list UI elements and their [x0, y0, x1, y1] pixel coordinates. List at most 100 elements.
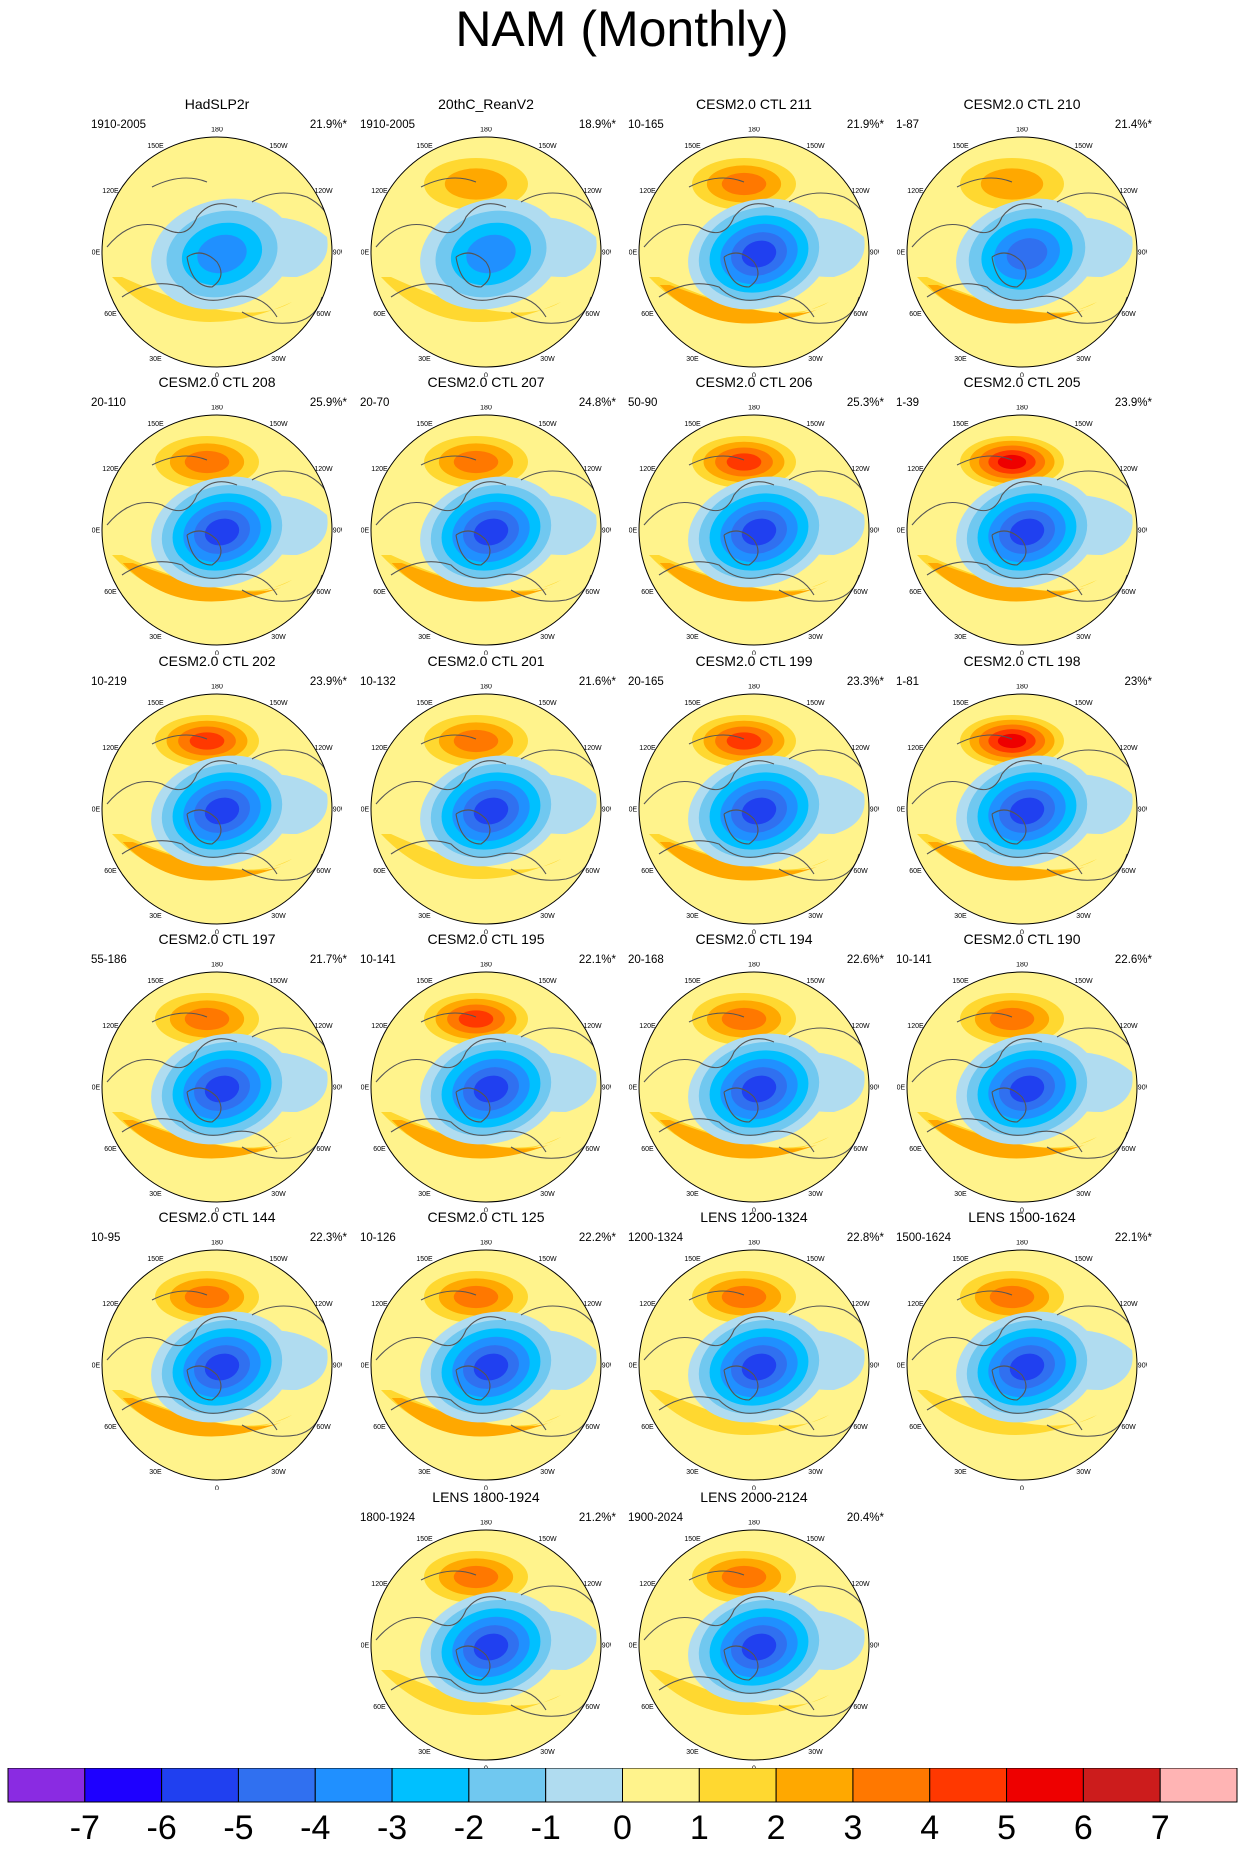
panel-years: 20-168 [628, 954, 664, 966]
panel-years: 20-165 [628, 676, 664, 688]
coastline [911, 1038, 1043, 1083]
lon-label: 30E [686, 1469, 699, 1476]
lon-label: 30E [954, 634, 967, 641]
coastline [658, 1118, 815, 1153]
pacific-high-contour [997, 733, 1027, 749]
lon-label: 90W [602, 1643, 611, 1650]
lon-label: 150E [952, 421, 969, 428]
lon-label: 60E [104, 311, 117, 318]
lon-label: 90E [629, 250, 638, 257]
polar-map: 180150E120E90E60E30E030W60W90W120W150W [92, 405, 342, 655]
lon-label: 90E [361, 1643, 370, 1650]
map-rim [370, 136, 602, 368]
panel-title: LENS 1500-1624 [968, 1209, 1076, 1225]
coastline [688, 734, 745, 745]
panel-percent-variance: 20.4%* [846, 1512, 884, 1524]
coastline [121, 561, 278, 596]
lon-label: 0 [484, 930, 488, 935]
lon-label: 60E [373, 589, 386, 596]
colorbar-swatch [545, 1768, 623, 1803]
panel-title: CESM2.0 CTL 144 [158, 1209, 276, 1225]
lon-label: 120E [639, 466, 656, 473]
coastline [956, 734, 1013, 745]
panel-years: 1-39 [896, 397, 920, 409]
coastline [375, 1316, 507, 1361]
pacific-high-contour [721, 1565, 767, 1589]
coastline [688, 455, 745, 466]
lon-label: 90W [870, 250, 879, 257]
lon-label: 180 [1016, 1240, 1028, 1247]
arctic-low-contour [741, 1075, 777, 1103]
map-rim [906, 971, 1138, 1203]
lon-label: 30W [271, 356, 286, 363]
atlantic-high-contour [649, 1390, 829, 1435]
lon-label: 30E [686, 1749, 699, 1756]
colorbar-tick-label: -4 [300, 1809, 331, 1847]
lon-label: 120W [851, 1023, 870, 1030]
pacific-high-contour [721, 1007, 767, 1031]
lon-label: 90E [92, 807, 101, 814]
coastline [723, 1087, 759, 1123]
colorbar-tick-label: -3 [376, 1809, 408, 1847]
coastline [991, 1087, 1027, 1123]
lon-label: 30W [1076, 1191, 1091, 1198]
lon-label: 180 [748, 1240, 760, 1247]
coastline [926, 283, 1083, 318]
lon-label: 60W [316, 589, 331, 596]
lon-label: 60E [641, 868, 654, 875]
lon-label: 150W [538, 700, 557, 707]
map-rim [101, 1249, 333, 1481]
lon-label: 60W [1121, 1146, 1136, 1153]
pacific-high-contour [989, 1007, 1035, 1031]
coastline [106, 1038, 238, 1083]
lon-label: 150W [1074, 1256, 1093, 1263]
pacific-high-contour [184, 1285, 230, 1309]
map-panel: CESM2.0 CTL 190 10-141 22.6%* 180 150E 120E 90… [892, 931, 1152, 1212]
lon-label: 60W [585, 1146, 600, 1153]
arctic-low-contour [1009, 797, 1045, 825]
panel-title: LENS 1800-1924 [432, 1489, 540, 1505]
arctic-low-contour [1009, 1353, 1045, 1381]
coastline [455, 1365, 491, 1401]
lon-label: 90E [361, 250, 370, 257]
lon-label: 120E [371, 188, 388, 195]
lon-label: 150E [147, 978, 164, 985]
lon-label: 150W [269, 978, 288, 985]
coastline [186, 809, 222, 845]
map-panel: CESM2.0 CTL 194 20-168 22.6%* 180 150E 120E 90… [624, 931, 884, 1212]
pacific-high-contour [458, 1010, 494, 1028]
polar-map: 180150E120E90E60E30E030W60W90W120W150W [92, 1240, 342, 1490]
lon-label: 120E [102, 1301, 119, 1308]
polar-map: 180150E120E90E60E30E030W60W90W120W150W [92, 962, 342, 1212]
panel-percent-variance: 22.1%* [1114, 1232, 1152, 1244]
colorbar-tick-label: 4 [920, 1809, 940, 1847]
colorbar-swatch [391, 1768, 470, 1803]
lon-label: 0 [752, 1486, 756, 1491]
arctic-low-contour [204, 797, 240, 825]
arctic-low-contour [741, 240, 777, 268]
atlantic-high-contour [381, 277, 561, 322]
lon-label: 120W [583, 1581, 602, 1588]
arctic-low-contour [473, 518, 509, 546]
lon-label: 30E [149, 913, 162, 920]
lon-label: 30E [418, 1191, 431, 1198]
colorbar-swatch [852, 1768, 931, 1803]
map-panel: CESM2.0 CTL 207 20-70 24.8%* 180 150E 120E 90E… [356, 374, 616, 655]
pacific-high-contour [184, 1007, 230, 1031]
lon-label: 60E [909, 868, 922, 875]
atlantic-high-contour [649, 1670, 829, 1715]
lon-label: 120W [583, 466, 602, 473]
panel-title: CESM2.0 CTL 195 [427, 931, 545, 947]
lon-label: 60W [316, 868, 331, 875]
lon-label: 30W [271, 634, 286, 641]
lon-label: 30W [540, 1191, 555, 1198]
lon-label: 30W [271, 913, 286, 920]
lon-label: 150E [416, 1536, 433, 1543]
pacific-high-contour [184, 450, 230, 474]
polar-map: 180150E120E90E60E30E030W60W90W120W150W [629, 1520, 879, 1770]
colorbar-swatch [7, 1768, 86, 1803]
coastline [991, 530, 1027, 566]
arctic-low-contour [741, 518, 777, 546]
coastline [658, 561, 815, 596]
lon-label: 150W [269, 143, 288, 150]
